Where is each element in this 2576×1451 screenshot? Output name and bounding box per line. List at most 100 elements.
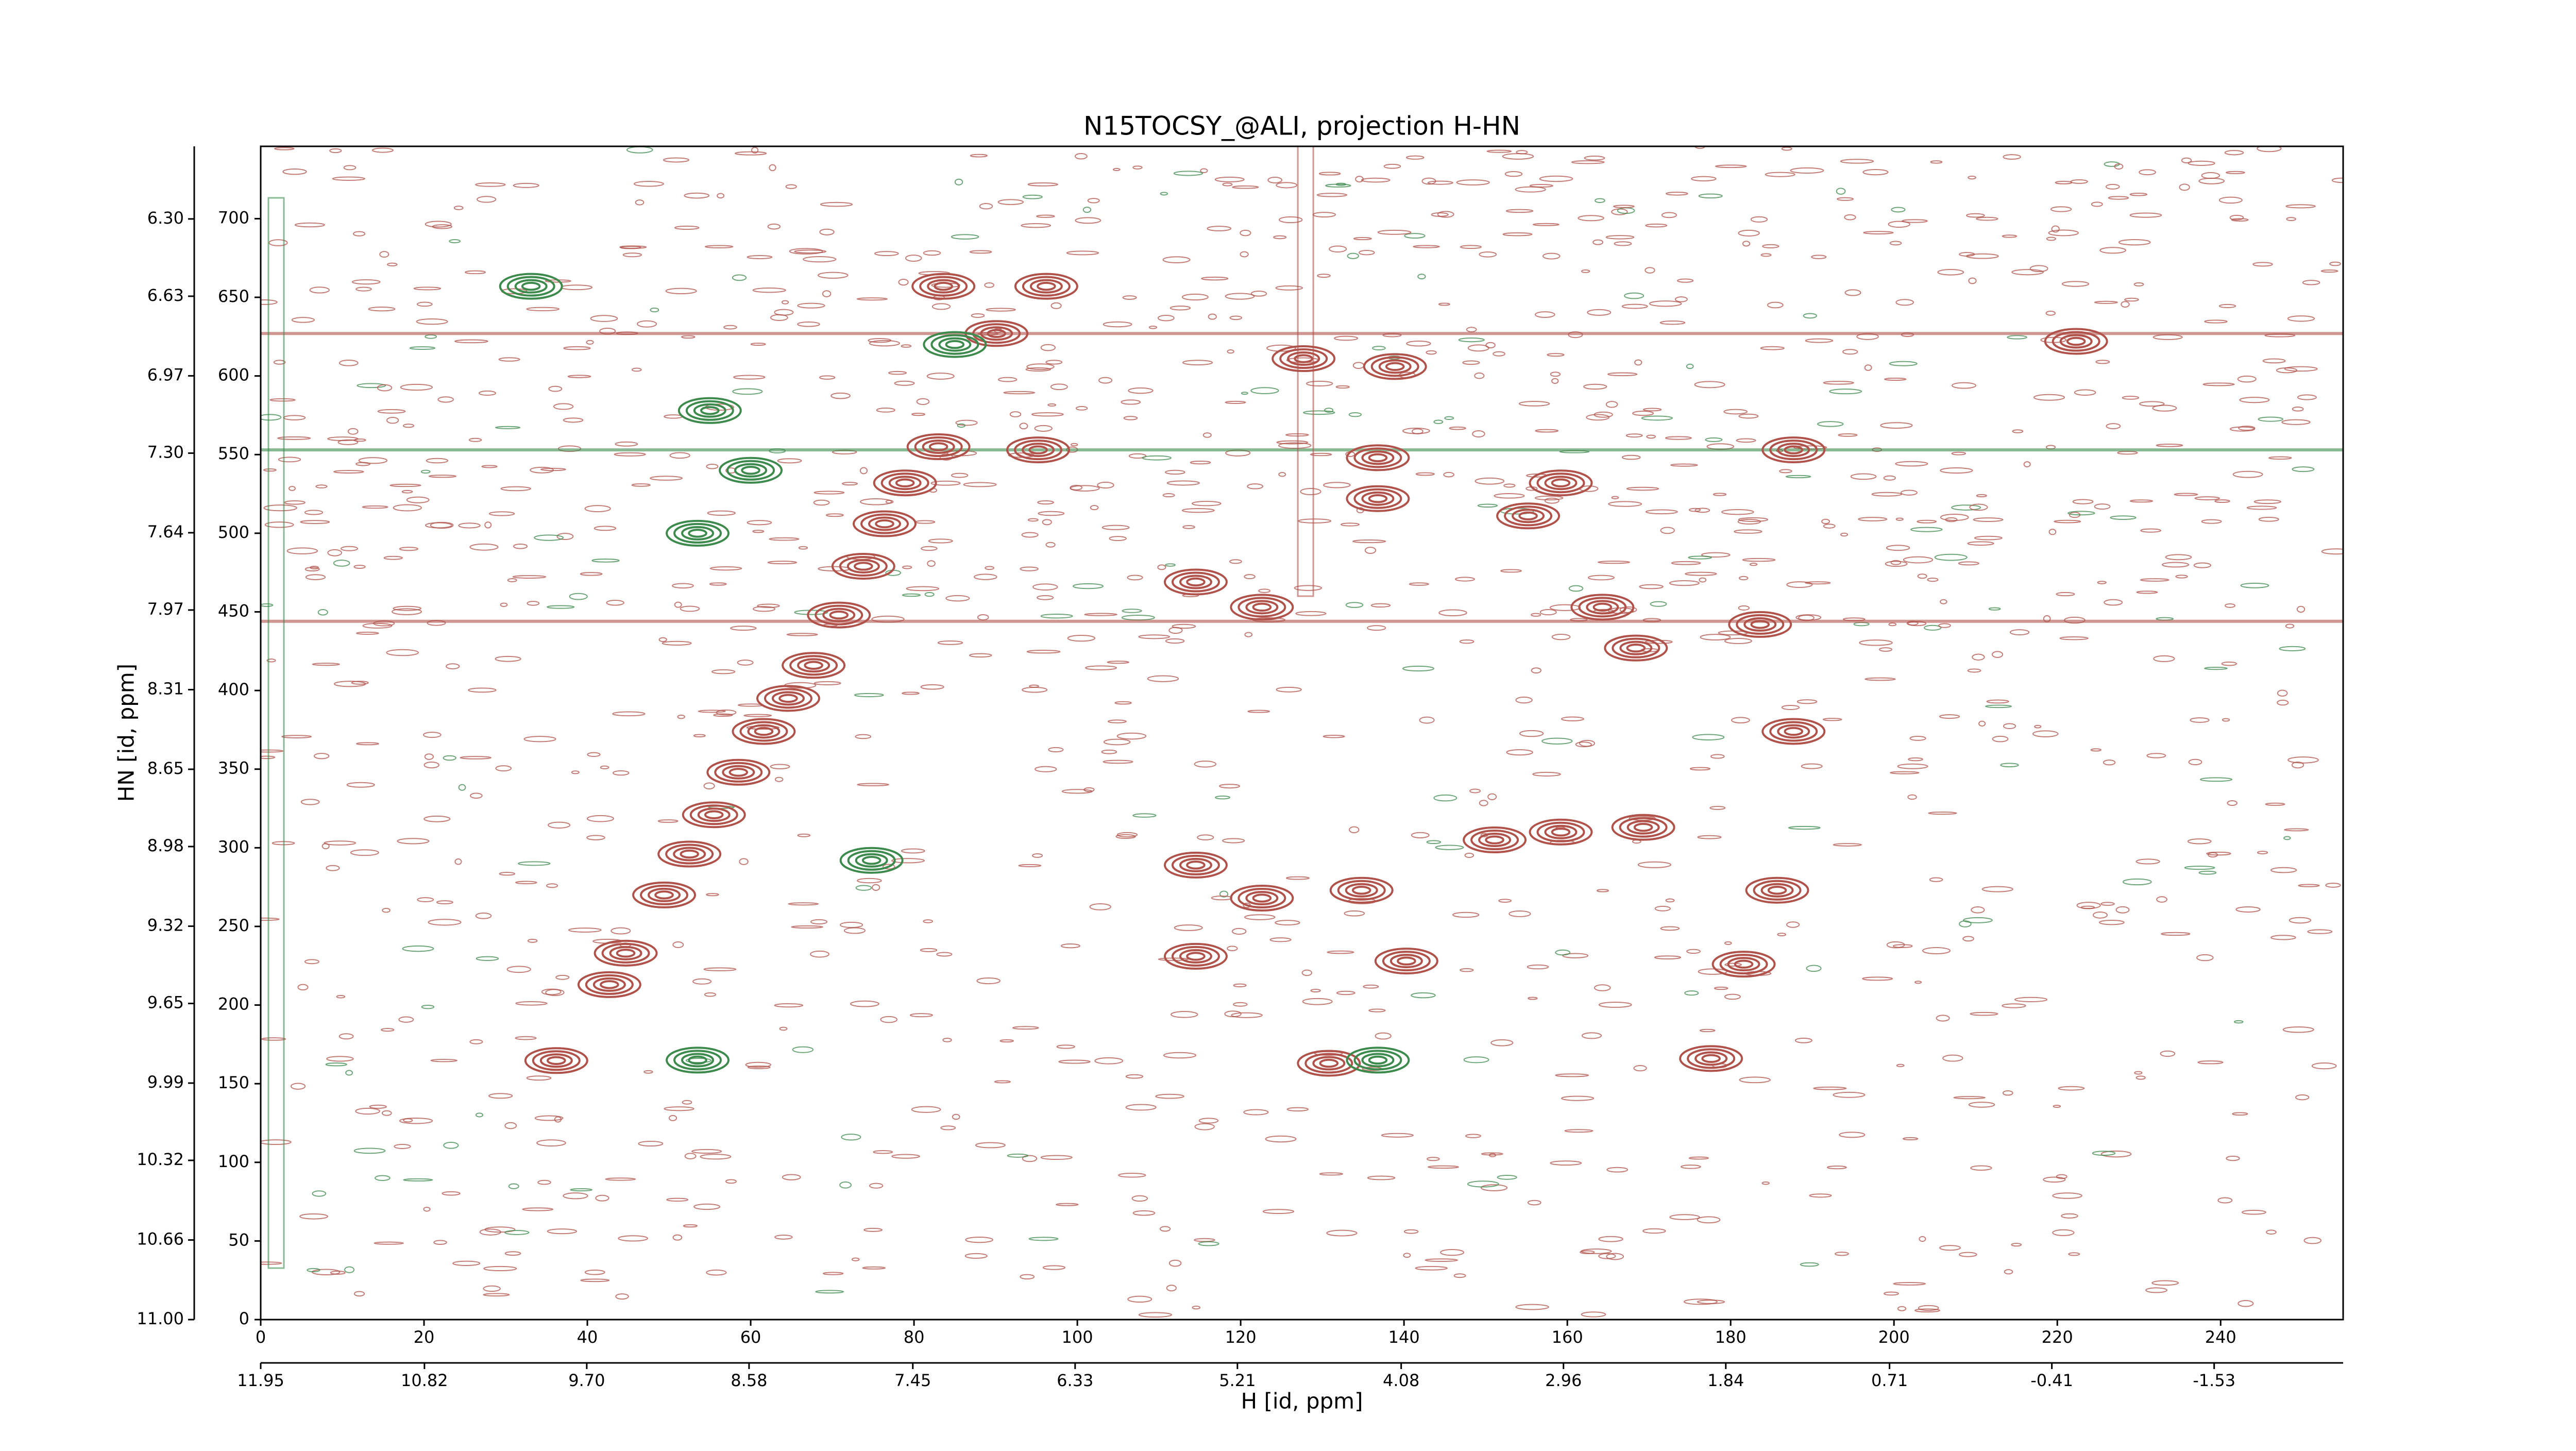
noise-contour — [274, 147, 295, 150]
peak — [666, 1047, 730, 1074]
noise-contour — [1191, 500, 1222, 507]
peak — [1374, 948, 1438, 975]
noise-contour — [1761, 1181, 1770, 1185]
peak-contour — [1028, 445, 1048, 454]
noise-contour — [2295, 1094, 2310, 1101]
noise-contour — [839, 1181, 852, 1189]
noise-contour — [416, 301, 433, 307]
peak-contour — [914, 436, 963, 457]
noise-contour — [1498, 899, 1512, 903]
peak-contour — [1463, 826, 1527, 854]
noise-contour — [1871, 492, 1903, 497]
noise-contour — [2115, 906, 2130, 914]
noise-contour — [1506, 749, 1533, 756]
noise-contour — [1539, 609, 1557, 616]
noise-contour — [1951, 382, 1977, 389]
noise-contour — [819, 375, 836, 380]
noise-contour — [374, 1241, 404, 1245]
noise-contour — [1344, 910, 1365, 917]
noise-contour — [1883, 475, 1896, 481]
noise-contour — [1218, 784, 1241, 789]
noise-contour — [587, 752, 601, 757]
noise-contour — [261, 917, 280, 921]
noise-contour — [1107, 719, 1127, 723]
x2-tick-label: 4.08 — [1383, 1371, 1419, 1390]
noise-contour — [2014, 997, 2048, 1003]
noise-contour — [615, 1293, 629, 1300]
noise-contour — [1481, 1152, 1503, 1156]
noise-contour — [1688, 508, 1701, 512]
noise-contour — [399, 1117, 433, 1124]
peak-contour — [1745, 876, 1809, 904]
noise-contour — [997, 199, 1024, 205]
noise-contour — [2298, 884, 2320, 887]
peak-contour — [616, 949, 636, 958]
noise-contour — [880, 1016, 898, 1023]
noise-contour — [1463, 1056, 1489, 1064]
noise-contour — [1244, 914, 1276, 920]
noise-contour — [1082, 207, 1092, 213]
noise-contour — [1581, 1032, 1602, 1039]
noise-contour — [1222, 838, 1245, 843]
peak-contour — [1536, 473, 1585, 494]
peak-contour — [934, 281, 953, 291]
noise-contour — [942, 1037, 952, 1042]
noise-contour — [2100, 902, 2115, 906]
noise-contour — [1895, 461, 1928, 467]
peak-contour — [895, 478, 915, 487]
noise-contour — [2052, 1192, 2082, 1199]
noise-contour — [1222, 182, 1233, 187]
noise-contour — [711, 669, 736, 674]
noise-contour — [1710, 754, 1725, 759]
y2-tick-label: 10.32 — [137, 1150, 184, 1169]
peak-contour — [673, 1050, 722, 1071]
noise-contour — [863, 1227, 883, 1232]
peak-contour — [980, 326, 1013, 341]
noise-contour — [964, 1253, 988, 1259]
noise-contour — [1087, 198, 1100, 204]
noise-contour — [2139, 401, 2165, 407]
noise-contour — [1317, 274, 1331, 278]
noise-contour — [1974, 535, 2003, 541]
noise-contour — [2061, 1213, 2078, 1219]
noise-contour — [615, 441, 638, 447]
noise-contour — [1310, 452, 1332, 457]
noise-contour — [1724, 941, 1732, 945]
noise-contour — [2072, 499, 2094, 504]
noise-contour — [1201, 276, 1229, 281]
noise-contour — [1352, 362, 1365, 369]
noise-contour — [2279, 646, 2306, 651]
peak-contour — [1496, 502, 1561, 530]
noise-contour — [1020, 1274, 1035, 1280]
noise-contour — [1568, 585, 1584, 592]
noise-contour — [1922, 947, 1951, 955]
noise-contour — [1626, 486, 1659, 491]
noise-contour — [857, 878, 882, 884]
noise-contour — [304, 510, 324, 515]
noise-contour — [2003, 723, 2016, 730]
noise-contour — [1031, 412, 1064, 417]
noise-contour — [1806, 965, 1822, 972]
noise-contour — [2181, 157, 2192, 163]
peak-contour — [1592, 602, 1613, 612]
noise-contour — [1777, 933, 1786, 937]
peak-contour — [1736, 614, 1785, 635]
noise-contour — [2198, 870, 2217, 875]
noise-contour — [1456, 179, 1490, 185]
noise-contour — [2291, 762, 2304, 769]
noise-contour — [2099, 247, 2126, 254]
noise-contour — [732, 274, 747, 281]
noise-contour — [1613, 205, 1635, 208]
peak-contour — [829, 610, 849, 620]
noise-contour — [1985, 704, 2012, 708]
noise-contour — [777, 458, 802, 464]
noise-contour — [1544, 497, 1560, 504]
noise-contour — [2156, 617, 2174, 621]
noise-contour — [1625, 433, 1643, 438]
noise-contour — [1797, 699, 1818, 704]
peak-contour — [1385, 362, 1405, 372]
noise-contour — [1084, 665, 1117, 670]
noise-contour — [1275, 285, 1303, 291]
noise-contour — [1128, 387, 1154, 394]
